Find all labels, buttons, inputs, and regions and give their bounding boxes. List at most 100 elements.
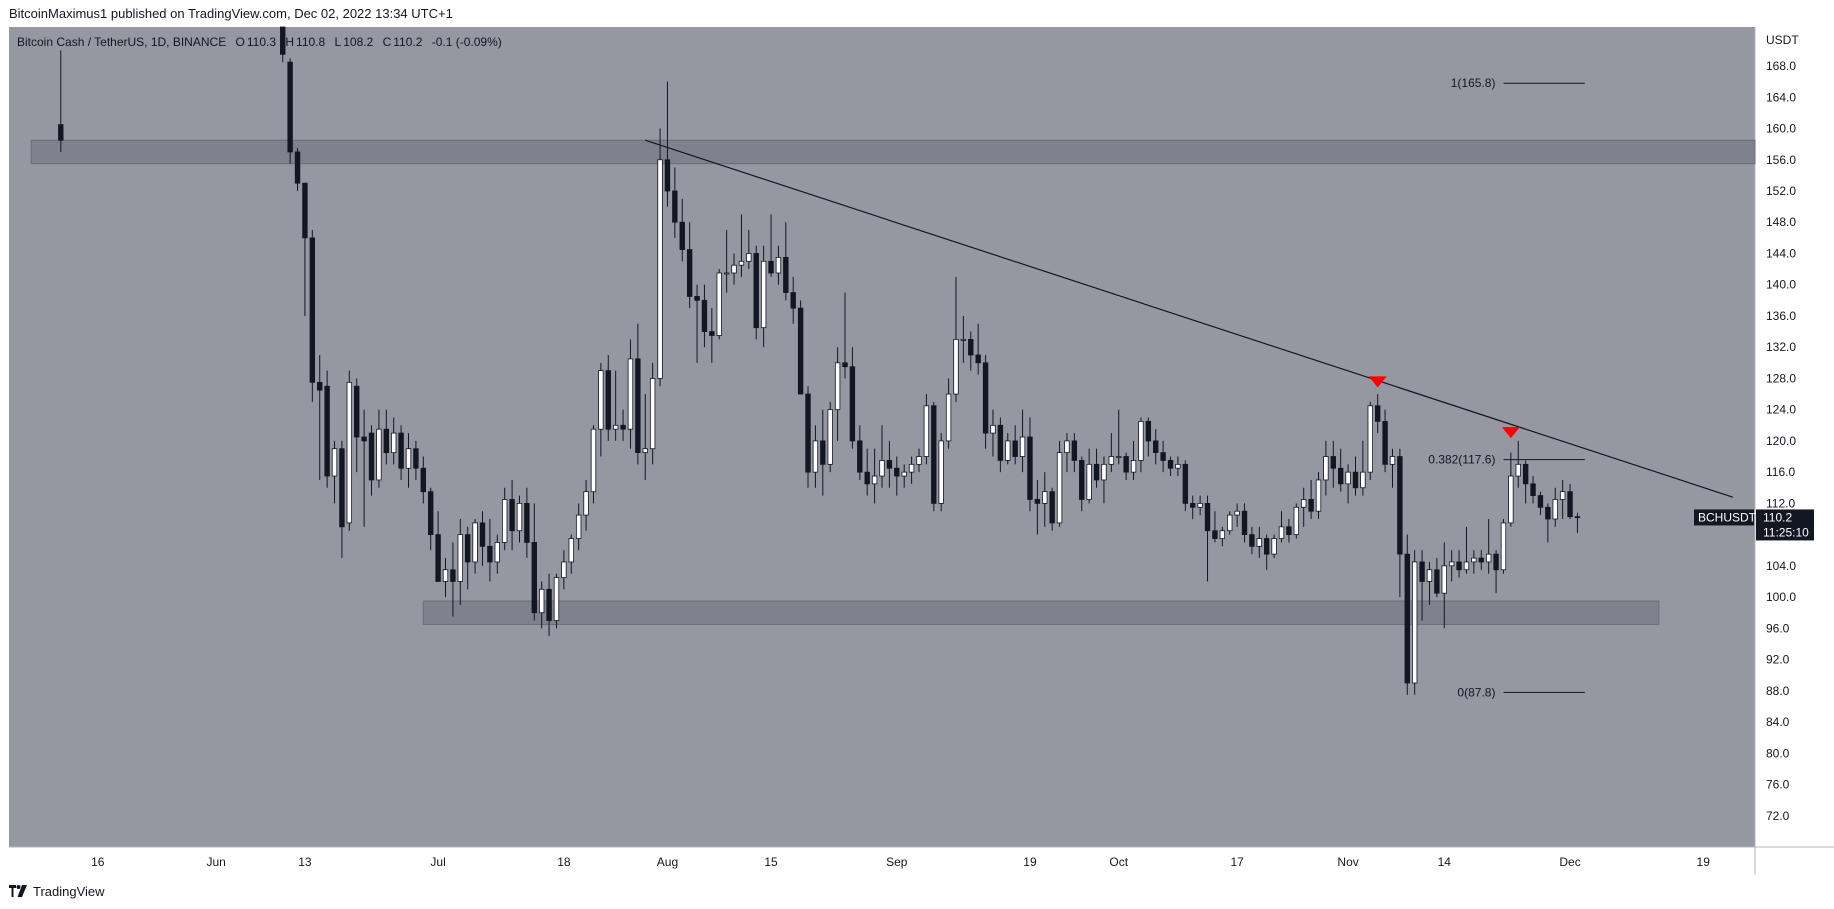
- candle-body-up: [1108, 456, 1115, 465]
- candle-body-up: [746, 253, 752, 262]
- candle-body-down: [1434, 569, 1440, 594]
- candle-body-up: [1360, 471, 1366, 489]
- candle-2022-10-29: [1323, 440, 1329, 496]
- candle-2022-10-15: [1219, 526, 1226, 547]
- tradingview-logo-icon: [9, 885, 27, 897]
- price-tick-label: 140.0: [1766, 278, 1796, 292]
- candle-body-up: [1293, 506, 1299, 536]
- candle-body-down: [605, 370, 611, 430]
- candle-2022-09-09: [953, 276, 959, 402]
- candle-2022-07-17: [553, 573, 560, 629]
- candle-2022-11-21: [1493, 550, 1499, 594]
- candle-2022-09-16: [1005, 433, 1011, 465]
- candle-body-up: [501, 499, 508, 543]
- candle-2022-09-27: [1086, 448, 1092, 504]
- candle-2022-10-08: [1167, 456, 1174, 477]
- candle-2022-10-12: [1197, 495, 1203, 516]
- horizontal-zone-0: [30, 139, 1756, 165]
- candle-2022-09-10: [960, 315, 967, 363]
- candle-body-up: [1463, 561, 1470, 571]
- candle-body-down: [1071, 440, 1078, 461]
- candle-2022-08-28: [864, 448, 870, 496]
- candle-body-down: [302, 182, 308, 239]
- candle-body-up: [405, 448, 412, 469]
- candle-2022-10-13: [1204, 495, 1211, 582]
- candle-body-down: [790, 292, 796, 309]
- candle-body-up: [1515, 463, 1521, 477]
- candle-2022-10-26: [1301, 487, 1307, 527]
- candle-2022-08-18: [790, 276, 796, 324]
- candle-2022-09-20: [1034, 479, 1041, 535]
- candle-body-down: [679, 221, 685, 250]
- fib-level-label-1: 0.382(117.6): [1428, 453, 1495, 467]
- candle-body-down: [339, 448, 345, 528]
- price-axis[interactable]: 168.0 164.0 160.0 156.0 152.0 148.0 144.0 140.0…: [1766, 59, 1796, 823]
- legend-high-value: 110.8: [296, 35, 325, 49]
- time-axis[interactable]: 16 Jun 13 Jul 18 Aug 15 Sep 19 Oct 17 Nov 14 Dec 19: [91, 855, 1710, 869]
- candle-2022-11-25: [1522, 460, 1529, 504]
- candle-2022-11-26: [1530, 476, 1536, 504]
- candle-2022-11-09: [1404, 534, 1410, 695]
- legend-close-value: 110.2: [393, 35, 422, 49]
- price-tick-label: 144.0: [1766, 246, 1796, 260]
- symbol-price-tag[interactable]: BCHUSDT 110.2 11:25:10: [1694, 509, 1814, 541]
- candle-2022-11-14: [1441, 542, 1447, 629]
- candle-2022-09-15: [997, 417, 1004, 473]
- candle-2022-07-22: [590, 425, 597, 504]
- candle-2022-09-05: [923, 394, 930, 465]
- candle-2022-07-23: [598, 362, 604, 457]
- time-tick-label: 17: [1230, 855, 1244, 869]
- price-tick-label: 124.0: [1766, 403, 1796, 417]
- candle-body-up: [731, 264, 737, 274]
- candle-2022-10-24: [1286, 519, 1292, 543]
- symbol-tag-box: [1694, 509, 1754, 526]
- footer-brand-name: TradingView: [33, 883, 105, 899]
- price-axis-background[interactable]: [1755, 27, 1834, 847]
- price-tick-label: 104.0: [1766, 559, 1796, 573]
- candle-body-down: [709, 331, 715, 336]
- candle-2022-09-29: [1101, 456, 1107, 504]
- candle-2022-11-05: [1374, 394, 1381, 434]
- candle-body-up: [760, 260, 767, 329]
- candle-body-up: [1315, 479, 1322, 512]
- candle-2022-09-24: [1064, 433, 1070, 473]
- candle-body-up: [494, 542, 500, 563]
- candle-2022-08-31: [886, 440, 893, 488]
- candle-body-up: [1130, 460, 1137, 473]
- candle-2022-10-10: [1182, 460, 1189, 512]
- candle-body-down: [886, 460, 893, 469]
- candle-body-down: [361, 436, 367, 442]
- candle-body-up: [1500, 522, 1507, 571]
- time-tick-label: 16: [91, 855, 105, 869]
- candle-body-up: [642, 448, 648, 454]
- candle-body-up: [1471, 557, 1477, 563]
- candle-body-down: [1456, 561, 1462, 571]
- candle-body-up: [590, 428, 597, 493]
- candle-2022-07-30: [649, 362, 656, 465]
- candle-body-down: [428, 491, 434, 536]
- candle-2022-07-14: [531, 503, 537, 621]
- candle-2022-11-07: [1389, 448, 1396, 488]
- candle-2022-08-14: [760, 245, 767, 348]
- candle-body-up: [1278, 526, 1285, 539]
- candle-body-down: [1241, 510, 1248, 536]
- candle-body-down: [664, 159, 671, 192]
- candle-2022-06-23: [376, 409, 382, 488]
- candle-2022-09-21: [1042, 472, 1048, 527]
- candle-2022-11-13: [1434, 558, 1440, 598]
- candle-2022-09-30: [1108, 433, 1115, 473]
- footer-branding[interactable]: TradingView: [9, 880, 105, 902]
- candle-body-up: [1426, 569, 1433, 582]
- candle-2022-07-19: [568, 534, 574, 574]
- candle-body-up: [583, 491, 589, 516]
- time-axis-background[interactable]: [9, 847, 1755, 875]
- candle-body-down: [1404, 553, 1410, 684]
- ohlc-legend: Bitcoin Cash / TetherUS, 1D, BINANCE O 11…: [17, 35, 502, 49]
- candle-body-down: [1493, 553, 1499, 571]
- candle-2022-10-09: [1175, 456, 1181, 477]
- candle-body-down: [672, 190, 678, 223]
- candle-body-up: [1559, 491, 1566, 500]
- candle-body-down: [1478, 557, 1484, 563]
- candle-body-up: [1389, 456, 1396, 465]
